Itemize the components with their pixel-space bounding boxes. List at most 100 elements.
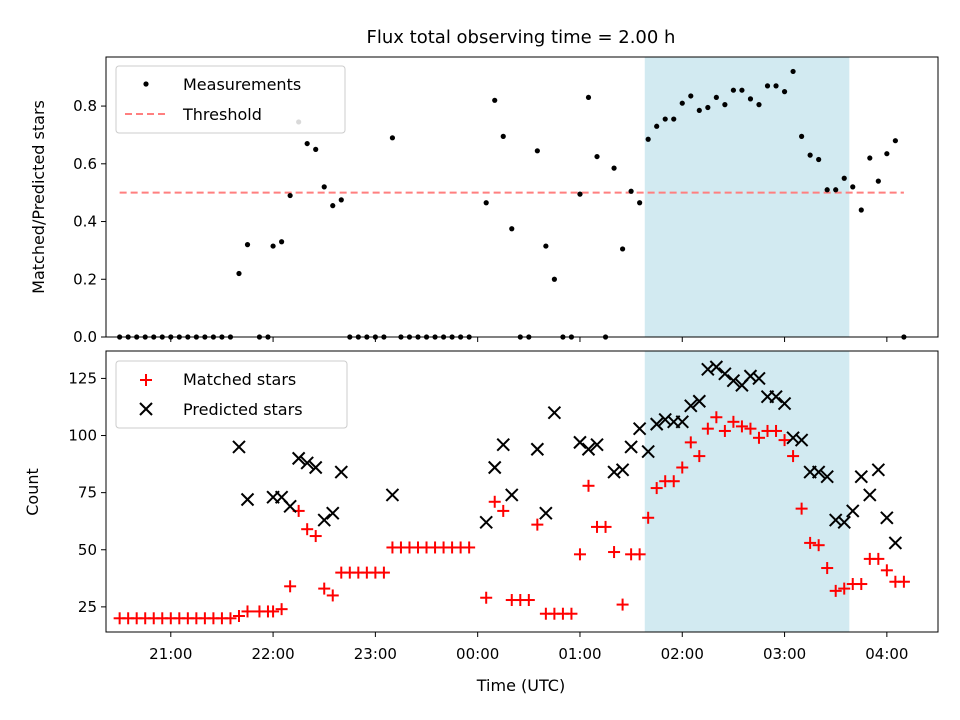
predicted-star-stroke-b — [692, 394, 707, 408]
top-y-tick-label: 0.6 — [73, 155, 97, 173]
predicted-star-point — [684, 399, 698, 413]
matched-star-point — [812, 539, 825, 552]
predicted-star-point — [649, 417, 664, 431]
measurement-point — [279, 239, 285, 245]
predicted-star-point — [769, 389, 783, 404]
predicted-star-stroke-b — [658, 412, 672, 427]
predicted-star-point — [317, 513, 331, 527]
measurement-point — [611, 165, 617, 171]
predicted-star-point — [334, 465, 348, 479]
matched-star-point — [582, 479, 595, 492]
predicted-star-markers — [232, 360, 903, 550]
predicted-star-stroke-b — [581, 442, 596, 456]
predicted-star-point — [777, 396, 792, 411]
predicted-star-stroke-b — [479, 515, 493, 530]
matched-star-point — [829, 584, 842, 597]
top-y-tick-label: 0.4 — [73, 213, 97, 231]
measurement-point — [389, 135, 396, 141]
top-legend-box — [115, 65, 346, 134]
measurement-point — [637, 200, 643, 206]
matched-star-point — [804, 536, 817, 549]
matched-star-point — [880, 564, 893, 577]
matched-star-point — [241, 605, 254, 618]
measurement-point — [619, 246, 626, 252]
predicted-star-point — [240, 492, 255, 507]
measurement-point — [867, 155, 873, 161]
legend-predicted-marker — [139, 402, 153, 416]
predicted-star-point — [326, 506, 340, 520]
bottom-plot-panel: 25 50 75 100 125 21:00 22:00 23:00 00:00 01:00 02… — [23, 350, 939, 695]
predicted-star-stroke-b — [240, 492, 255, 507]
measurement-point — [875, 178, 881, 184]
measurement-point — [654, 123, 660, 129]
predicted-star-stroke-b — [539, 506, 553, 520]
predicted-star-point — [581, 442, 596, 456]
predicted-star-point — [794, 433, 809, 447]
predicted-star-point — [505, 488, 519, 502]
matched-star-point — [599, 520, 612, 533]
matched-star-point — [787, 450, 800, 463]
measurement-point — [244, 242, 251, 248]
matched-star-point — [710, 411, 723, 424]
predicted-star-stroke-b — [649, 417, 664, 431]
measurement-point — [824, 187, 830, 193]
measurement-point — [330, 203, 336, 209]
matched-star-point — [693, 450, 706, 463]
measurement-point — [313, 146, 319, 152]
predicted-star-stroke-b — [334, 465, 348, 479]
matched-star-point — [573, 548, 586, 561]
measurement-point — [500, 133, 506, 139]
bottom-y-tick-label: 100 — [68, 427, 97, 445]
matched-star-point — [744, 422, 757, 435]
predicted-star-point — [828, 513, 843, 527]
predicted-star-point — [283, 499, 297, 514]
predicted-star-point — [820, 469, 834, 484]
measurement-point — [764, 83, 771, 89]
predicted-star-stroke-b — [624, 440, 638, 454]
matched-star-point — [897, 575, 910, 588]
measurement-point — [730, 87, 737, 93]
predicted-star-stroke-b — [777, 396, 792, 411]
predicted-star-point — [863, 488, 877, 502]
measurement-point — [543, 243, 549, 249]
predicted-star-point — [530, 442, 545, 456]
predicted-star-point — [846, 504, 860, 518]
predicted-star-point — [880, 511, 894, 525]
legend-measurements-label: Measurements — [183, 75, 301, 94]
matched-star-point — [224, 612, 237, 625]
predicted-star-stroke-b — [786, 431, 800, 445]
matched-star-point — [642, 511, 655, 524]
chart-title: Flux total observing time = 2.00 h — [367, 27, 676, 48]
measurement-point — [833, 187, 839, 193]
bottom-y-tick-label: 25 — [78, 598, 97, 616]
matched-star-point — [480, 591, 493, 604]
predicted-star-stroke-b — [488, 460, 502, 475]
top-y-tick-label: 0.8 — [73, 97, 97, 115]
measurement-point — [577, 191, 583, 197]
measurement-point — [645, 136, 651, 142]
matched-star-point — [497, 504, 510, 517]
bottom-x-axis-ticks: 21:00 22:00 23:00 00:00 01:00 02:00 03:00 04:00 — [149, 632, 908, 663]
predicted-star-stroke-b — [811, 465, 826, 479]
predicted-star-stroke-b — [300, 456, 314, 470]
measurement-point — [270, 243, 276, 249]
bottom-x-tick-label: 04:00 — [865, 645, 908, 663]
predicted-star-stroke-b — [709, 360, 724, 374]
matched-star-point — [821, 562, 834, 575]
predicted-star-stroke-b — [317, 513, 331, 527]
predicted-star-point — [786, 431, 800, 445]
predicted-star-stroke-b — [684, 399, 698, 413]
matched-star-point — [727, 415, 740, 428]
predicted-star-stroke-b — [863, 488, 877, 502]
predicted-star-point — [624, 440, 638, 454]
measurement-point — [321, 184, 327, 190]
matched-star-point — [752, 431, 765, 444]
matched-star-point — [676, 461, 689, 474]
measurement-point — [773, 83, 779, 89]
predicted-star-point — [752, 371, 766, 386]
measurement-point — [551, 276, 557, 282]
predicted-star-stroke-b — [496, 437, 510, 452]
predicted-star-stroke-b — [752, 371, 766, 386]
legend-predicted-label: Predicted stars — [183, 400, 303, 419]
